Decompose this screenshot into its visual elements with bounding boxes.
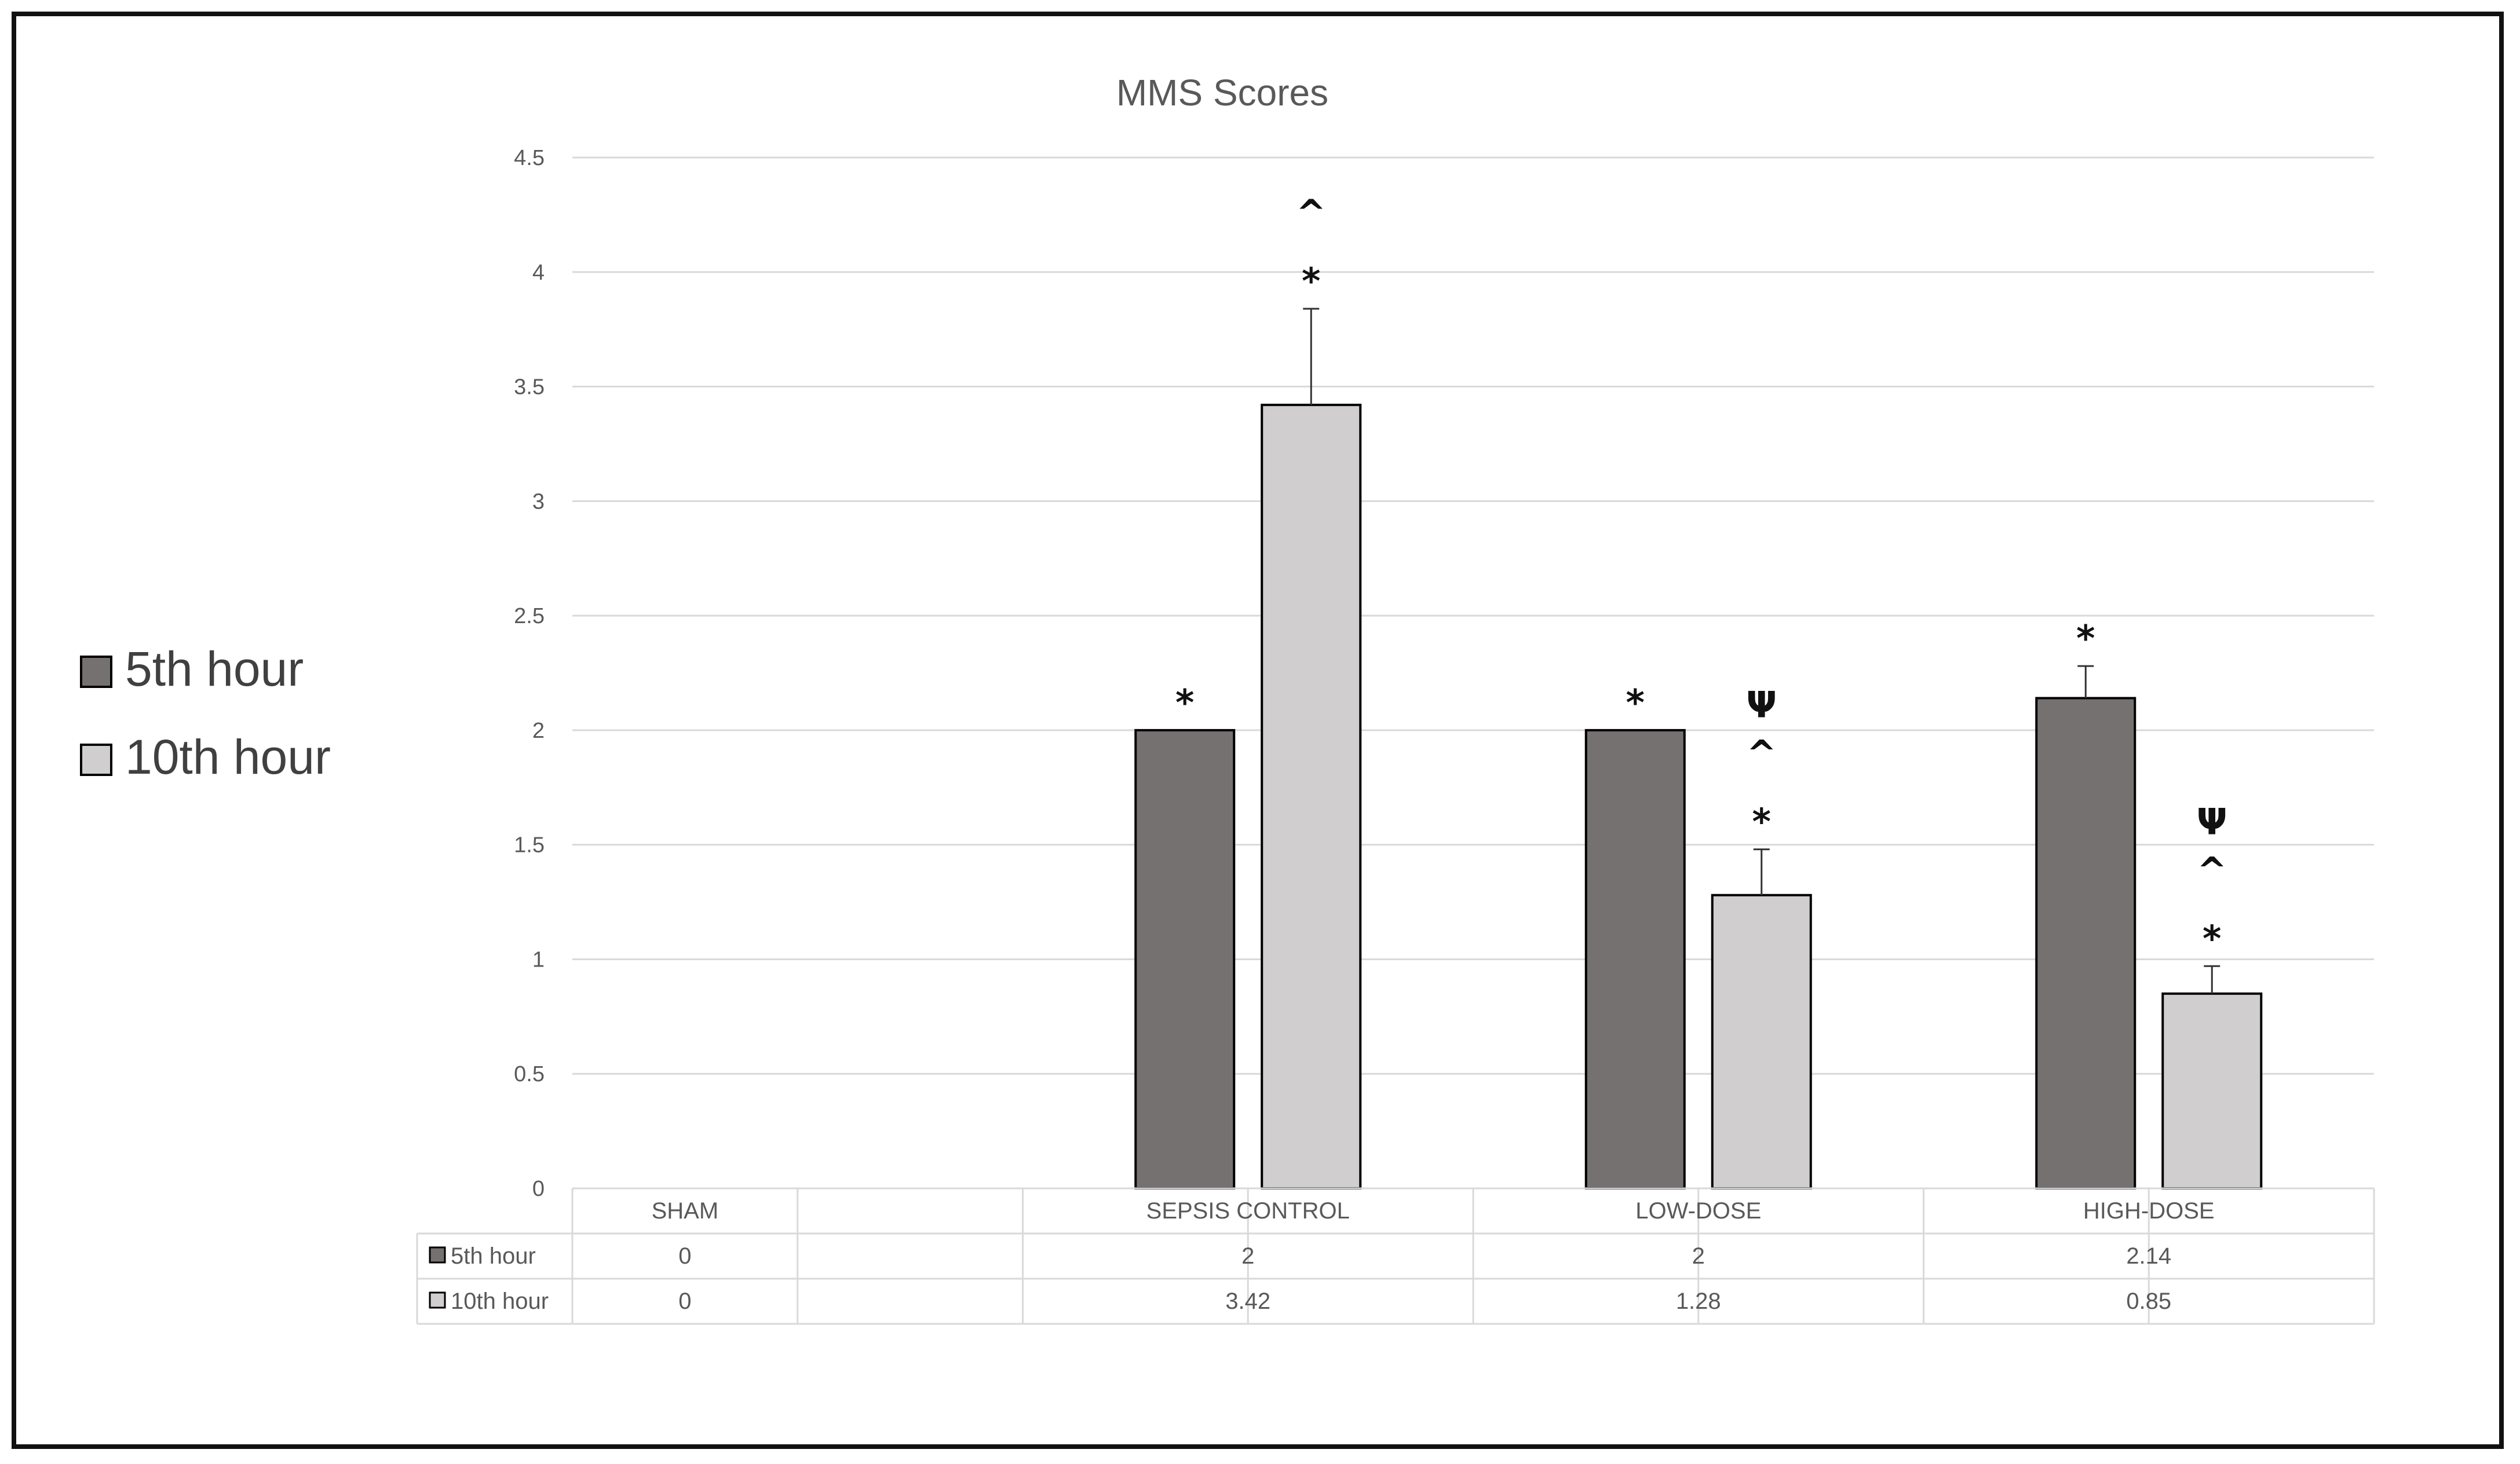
significance-mark: * bbox=[2203, 917, 2221, 960]
significance-mark: ^ bbox=[1296, 192, 1326, 234]
table-cell: 0 bbox=[678, 1243, 691, 1269]
bars bbox=[1134, 404, 2263, 1190]
y-tick-label: 2.5 bbox=[514, 604, 545, 628]
bar-10th-hour-sepsis-control bbox=[1261, 404, 1362, 1190]
table-cell: 1.28 bbox=[1676, 1289, 1721, 1314]
table-cell: 0.85 bbox=[2126, 1289, 2171, 1314]
category-label: SHAM bbox=[652, 1198, 719, 1224]
significance-mark: Ψ bbox=[2197, 800, 2227, 843]
y-tick-label: 1 bbox=[532, 947, 545, 972]
table-cell: 2.14 bbox=[2126, 1243, 2171, 1269]
significance-mark: Ψ bbox=[1746, 684, 1777, 726]
significance-mark: ^ bbox=[1747, 733, 1777, 775]
bar-5th-hour-sepsis-control bbox=[1134, 729, 1236, 1190]
table-cell: 0 bbox=[678, 1289, 691, 1314]
y-tick-label: 4 bbox=[532, 261, 545, 285]
category-label: HIGH-DOSE bbox=[2083, 1198, 2215, 1224]
table-cell: 2 bbox=[1692, 1243, 1705, 1269]
chart-title: MMS Scores bbox=[1116, 72, 1328, 114]
table-series-label: 10th hour bbox=[451, 1289, 549, 1314]
y-tick-label: 2 bbox=[532, 719, 545, 743]
significance-annotations: * * ^ * * ^ Ψ * * ^ Ψ bbox=[1175, 192, 2227, 960]
bar-10th-hour-high-dose bbox=[2161, 992, 2263, 1190]
legend-label: 5th hour bbox=[125, 642, 304, 696]
y-tick-label: 1.5 bbox=[514, 833, 545, 858]
significance-mark: * bbox=[1302, 260, 1320, 302]
y-tick-label: 3 bbox=[532, 489, 545, 514]
table-legend-key bbox=[429, 1246, 446, 1264]
bar-5th-hour-high-dose bbox=[2035, 697, 2136, 1190]
error-bars bbox=[1303, 308, 2220, 994]
y-tick-label: 0.5 bbox=[514, 1062, 545, 1086]
y-tick-label: 0 bbox=[532, 1177, 545, 1201]
y-axis-tick-labels: 0 0.5 1 1.5 2 2.5 3 3.5 4 4.5 bbox=[514, 146, 545, 1201]
table-legend-key bbox=[429, 1291, 446, 1309]
legend-key-5th-hour bbox=[80, 656, 112, 688]
y-tick-label: 4.5 bbox=[514, 146, 545, 170]
chart-frame bbox=[12, 12, 2504, 1449]
significance-mark: * bbox=[1626, 682, 1645, 724]
table-series-label: 5th hour bbox=[451, 1243, 536, 1269]
bar-5th-hour-low-dose bbox=[1584, 729, 1686, 1190]
significance-mark: ^ bbox=[2197, 849, 2227, 891]
table-cell: 2 bbox=[1241, 1243, 1254, 1269]
category-label: LOW-DOSE bbox=[1635, 1198, 1761, 1224]
significance-mark: * bbox=[1175, 682, 1194, 724]
legend-key-10th-hour bbox=[80, 744, 112, 776]
bar-10th-hour-low-dose bbox=[1711, 894, 1812, 1190]
y-tick-label: 3.5 bbox=[514, 375, 545, 400]
data-table: SHAM SEPSIS CONTROL LOW-DOSE HIGH-DOSE 5th h… bbox=[416, 1187, 2375, 1325]
significance-mark: * bbox=[1752, 801, 1771, 843]
significance-mark: * bbox=[2076, 617, 2095, 660]
category-label: SEPSIS CONTROL bbox=[1146, 1198, 1350, 1224]
legend: 5th hour 10th hour bbox=[80, 642, 331, 784]
table-cell: 3.42 bbox=[1225, 1289, 1270, 1314]
legend-label: 10th hour bbox=[125, 730, 331, 784]
